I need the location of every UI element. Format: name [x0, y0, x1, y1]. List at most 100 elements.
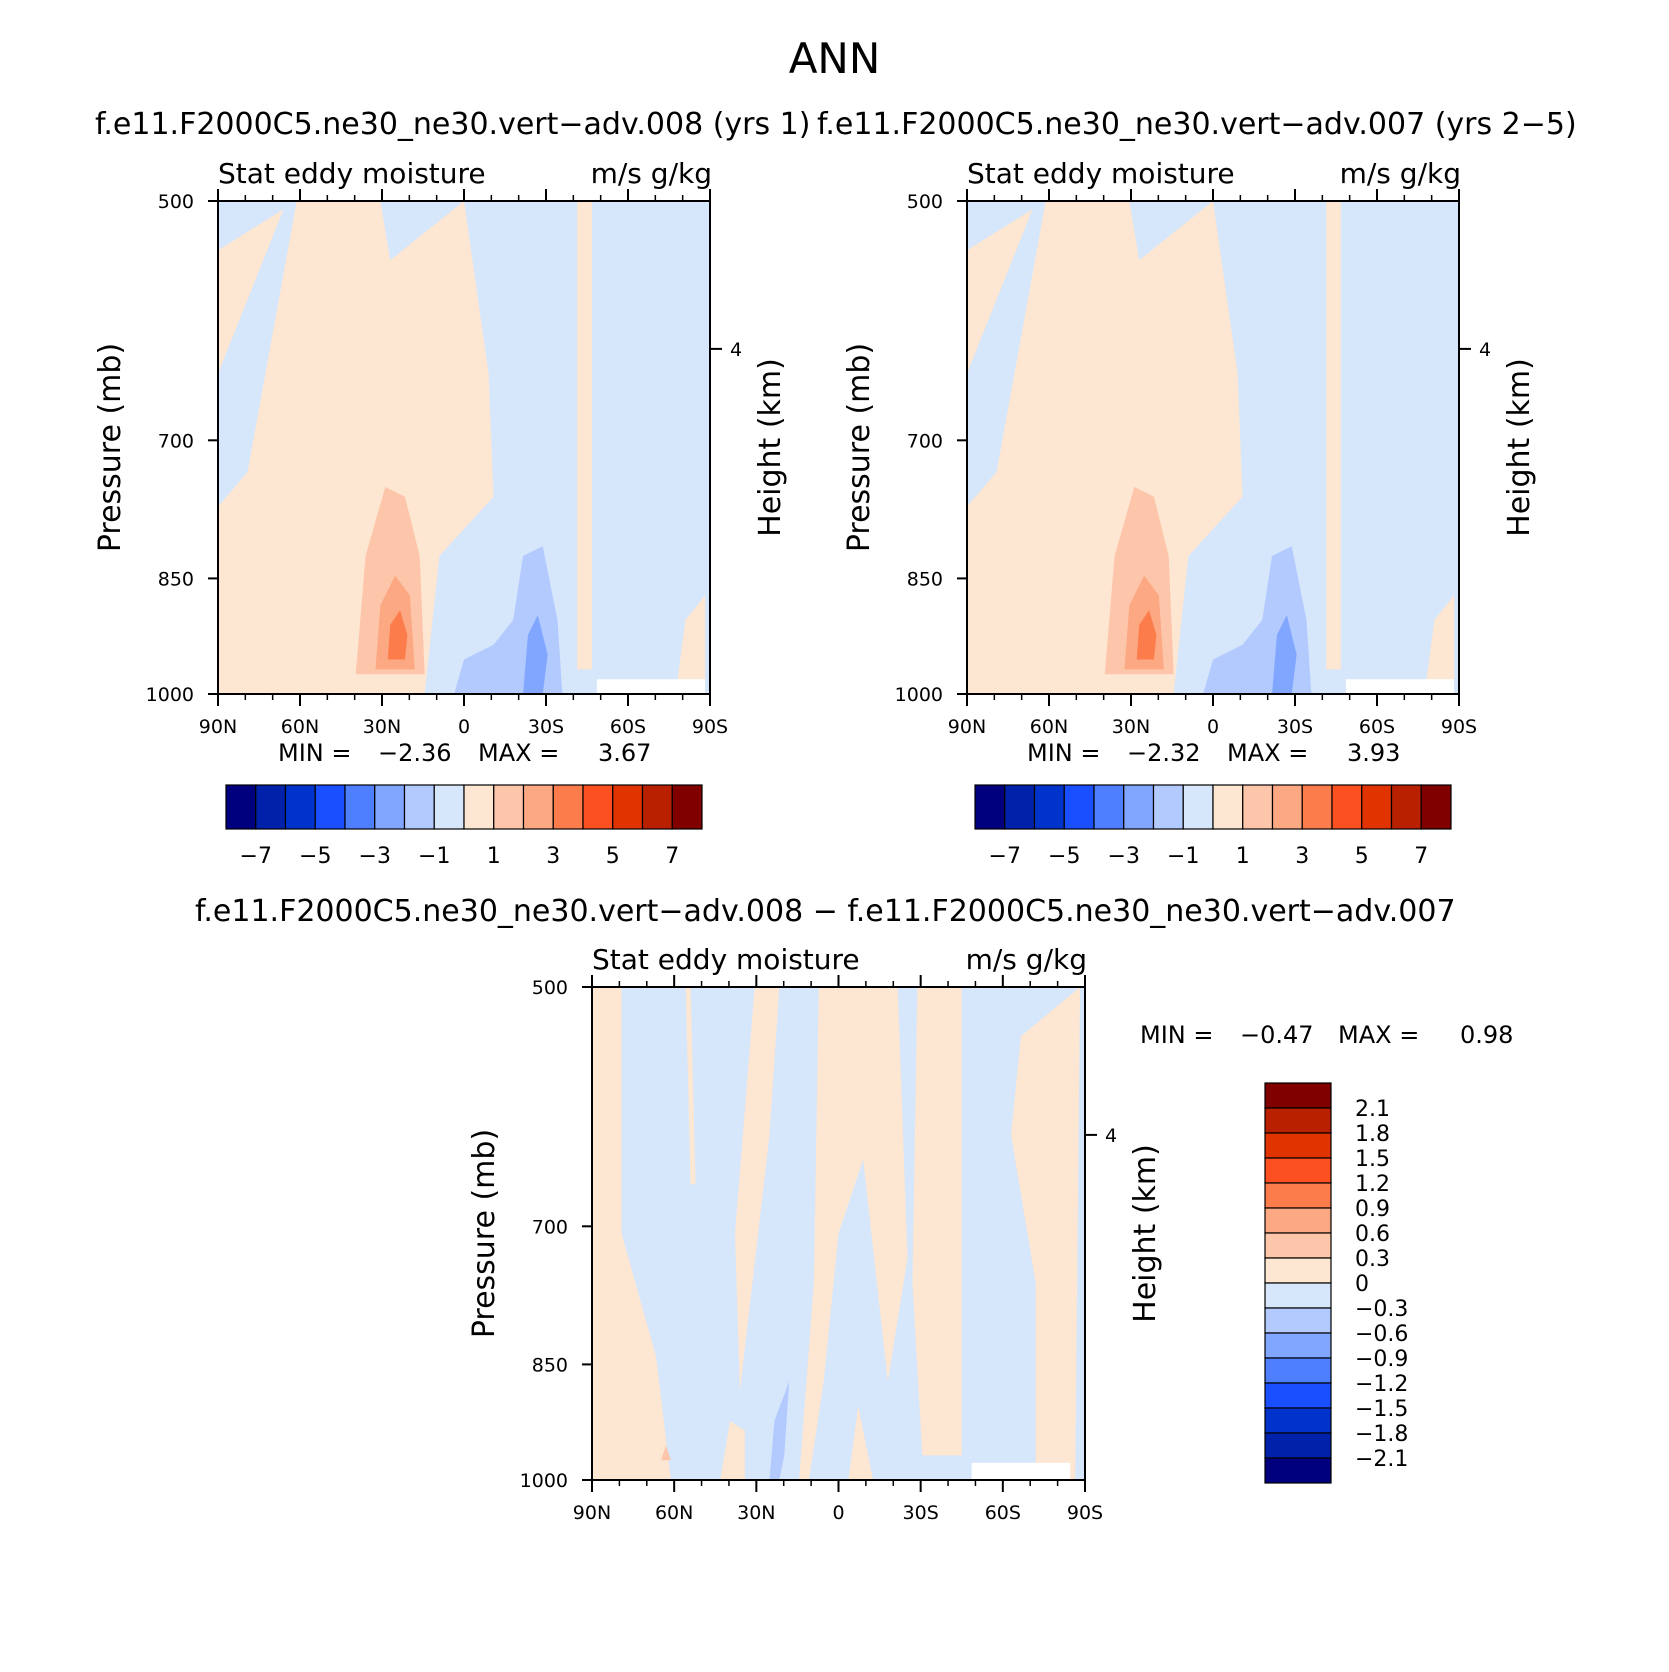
colorbar-tick-label: −0.9 — [1355, 1347, 1408, 1372]
x-tick-label: 30S — [528, 716, 564, 738]
colorbar-tick-label: −1.8 — [1355, 1422, 1408, 1447]
colorbar-tick-label: 7 — [665, 844, 679, 869]
min-label: MIN = — [1027, 739, 1100, 767]
y-tick-label: 500 — [532, 977, 568, 999]
colorbar-tick-label: −3 — [1108, 844, 1140, 869]
positive-spot — [661, 1445, 671, 1461]
x-tick-label: 30S — [1277, 716, 1313, 738]
colorbar-box — [225, 784, 257, 830]
y-tick-label: 700 — [532, 1216, 568, 1238]
positive-region — [218, 201, 494, 694]
x-tick-label: 90S — [1067, 1502, 1103, 1524]
max-label: MAX = — [478, 739, 559, 767]
y-tick-label: 500 — [158, 191, 194, 213]
x-tick-label: 90N — [948, 716, 986, 738]
min-value: −0.47 — [1240, 1021, 1314, 1049]
y-tick-label: 1000 — [520, 1470, 568, 1492]
subtitle-right: m/s g/kg — [1340, 157, 1461, 190]
positive-region-6 — [912, 987, 962, 1456]
min-label: MIN = — [1140, 1021, 1213, 1049]
subtitle-left: Stat eddy moisture — [967, 157, 1235, 190]
max-label: MAX = — [1338, 1021, 1419, 1049]
y2-axis-label: Height (km) — [1502, 358, 1537, 537]
x-tick-label: 0 — [458, 716, 470, 738]
colorbar-box — [255, 784, 287, 830]
max-value: 0.98 — [1460, 1021, 1513, 1049]
colorbar-tick-label: −5 — [299, 844, 331, 869]
max-value: 3.67 — [598, 739, 651, 767]
x-tick-label: 90S — [1441, 716, 1477, 738]
colorbar-box — [1264, 1182, 1332, 1209]
colorbar-box — [1264, 1407, 1332, 1434]
subtitle-left: Stat eddy moisture — [218, 157, 486, 190]
colorbar-box — [403, 784, 435, 830]
missing-data — [1345, 679, 1455, 694]
y2-tick-label: 4 — [1479, 339, 1491, 361]
colorbar-box — [1093, 784, 1125, 830]
y2-tick-label: 4 — [1105, 1125, 1117, 1147]
colorbar-box — [1264, 1232, 1332, 1259]
y-axis-label: Pressure (mb) — [93, 343, 128, 552]
y-tick-label: 700 — [158, 430, 194, 452]
missing-data — [971, 1462, 1071, 1480]
colorbar-box — [612, 784, 644, 830]
colorbar-tick-label: 1.8 — [1355, 1122, 1390, 1147]
negative-core-inner — [523, 615, 548, 694]
y2-axis-label: Height (km) — [753, 358, 788, 537]
max-label: MAX = — [1227, 739, 1308, 767]
positive-core-inner — [1136, 610, 1157, 660]
colorbar-tick-label: 0 — [1355, 1272, 1369, 1297]
positive-strip-1 — [685, 987, 696, 1185]
x-tick-label: 60N — [655, 1502, 693, 1524]
subtitle-right: m/s g/kg — [591, 157, 712, 190]
positive-band-60s — [577, 201, 592, 670]
colorbar-box — [671, 784, 703, 830]
colorbar-box — [1264, 1157, 1332, 1184]
colorbar-box — [1420, 784, 1452, 830]
colorbar-box — [1264, 1132, 1332, 1159]
colorbar-box — [1264, 1082, 1332, 1109]
colorbar-box — [1123, 784, 1155, 830]
y-tick-label: 500 — [907, 191, 943, 213]
colorbar-tick-label: −1.2 — [1355, 1372, 1408, 1397]
y-axis-label: Pressure (mb) — [842, 343, 877, 552]
x-tick-label: 90N — [199, 716, 237, 738]
x-tick-label: 0 — [832, 1502, 844, 1524]
missing-data — [596, 679, 706, 694]
colorbar-tick-label: 3 — [546, 844, 560, 869]
colorbar-box — [1301, 784, 1333, 830]
subtitle-right: m/s g/kg — [966, 943, 1087, 976]
negative-region — [218, 201, 297, 507]
y-tick-label: 1000 — [146, 684, 194, 706]
y-tick-label: 850 — [532, 1354, 568, 1376]
min-value: −2.36 — [378, 739, 452, 767]
colorbar-box — [1264, 1457, 1332, 1484]
colorbar-tick-label: 7 — [1414, 844, 1428, 869]
colorbar-tick-label: 1 — [487, 844, 501, 869]
colorbar-box — [582, 784, 614, 830]
x-tick-label: 60N — [1030, 716, 1068, 738]
colorbar-box — [1264, 1307, 1332, 1334]
positive-region-3 — [720, 1420, 745, 1480]
colorbar-box — [493, 784, 525, 830]
colorbar-box — [1264, 1257, 1332, 1284]
positive-band-60s — [1326, 201, 1341, 670]
y-tick-label: 700 — [907, 430, 943, 452]
colorbar-box — [1271, 784, 1303, 830]
negative-core-inner — [1272, 615, 1297, 694]
page-title: ANN — [788, 34, 881, 83]
colorbar-box — [1063, 784, 1095, 830]
max-value: 3.93 — [1347, 739, 1400, 767]
colorbar-tick-label: 0.6 — [1355, 1222, 1390, 1247]
colorbar-tick-label: 5 — [1355, 844, 1369, 869]
colorbar-box — [463, 784, 495, 830]
y-tick-label: 850 — [907, 568, 943, 590]
y-axis-label: Pressure (mb) — [467, 1129, 502, 1338]
x-tick-label: 30S — [903, 1502, 939, 1524]
positive-band-90s — [1424, 595, 1455, 694]
colorbar-box — [1264, 1282, 1332, 1309]
colorbar-box — [433, 784, 465, 830]
positive-region-4 — [799, 987, 908, 1480]
